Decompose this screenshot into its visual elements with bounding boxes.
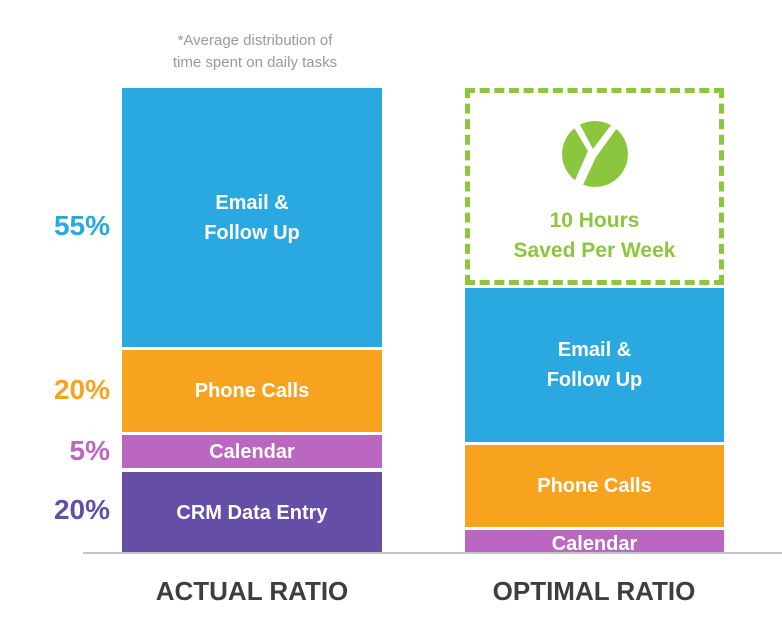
actual-segment-calendar: Calendar (122, 435, 382, 468)
note-line-1: *Average distribution of (177, 32, 333, 49)
pct-email: 55% (53, 210, 110, 241)
segment-label: Calendar (209, 440, 295, 463)
x-label-optimal: OPTIMAL RATIO (492, 576, 696, 606)
optimal-segment-calendar: Calendar (465, 530, 724, 553)
segment-label: Phone Calls (194, 380, 310, 402)
segment-label: Email & (557, 339, 632, 361)
segment-label: Email & (215, 191, 289, 214)
segment-label: Follow Up (204, 221, 300, 244)
hours-saved-text: 10 Hours Saved Per Week (470, 206, 719, 266)
segment-label: CRM Data Entry (176, 501, 328, 524)
actual-segment-email: Email & Follow Up (122, 88, 382, 347)
x-label-actual: ACTUAL RATIO (155, 576, 349, 606)
y-logo-icon (562, 121, 628, 187)
hours-saved-line-1: 10 Hours (549, 209, 640, 232)
pct-calendar: 5% (69, 435, 110, 466)
segment-label: Follow Up (546, 369, 643, 391)
optimal-segment-email: Email & Follow Up (465, 288, 724, 442)
optimal-segment-phone: Phone Calls (465, 445, 724, 527)
pct-crm: 20% (53, 494, 110, 525)
hours-saved-line-2: Saved Per Week (513, 239, 676, 262)
chart-baseline (83, 552, 782, 554)
hours-saved-box: 10 Hours Saved Per Week (465, 88, 724, 285)
actual-segment-phone: Phone Calls (122, 350, 382, 432)
chart-note: *Average distribution of time spent on d… (140, 30, 370, 74)
pct-phone: 20% (53, 374, 110, 405)
note-line-2: time spent on daily tasks (172, 54, 338, 71)
segment-label: Calendar (551, 533, 638, 553)
segment-label: Phone Calls (537, 475, 652, 497)
actual-segment-crm: CRM Data Entry (122, 472, 382, 553)
